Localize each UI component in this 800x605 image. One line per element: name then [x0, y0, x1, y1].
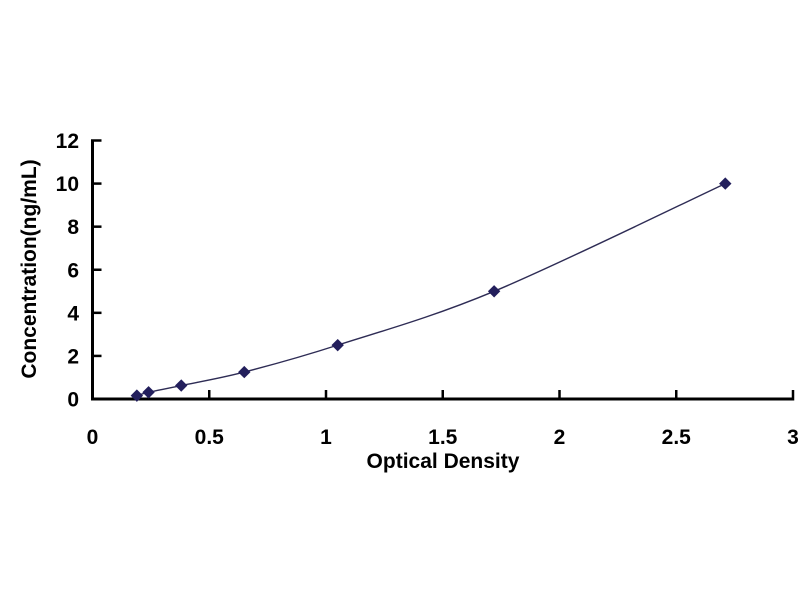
x-tick-label: 1.5 — [428, 426, 458, 449]
data-point-marker — [331, 338, 344, 352]
x-tick-label: 0 — [87, 426, 99, 449]
data-point-marker — [130, 389, 144, 402]
data-point-marker — [719, 177, 732, 190]
x-tick-label: 1 — [320, 426, 332, 449]
data-point-marker — [238, 365, 251, 379]
y-tick-label: 8 — [67, 216, 79, 239]
x-tick-label: 3 — [787, 426, 799, 449]
y-tick-label: 12 — [56, 130, 79, 153]
data-point-marker — [142, 386, 155, 399]
x-tick-label: 2 — [554, 426, 566, 449]
y-tick-label: 10 — [56, 173, 79, 196]
series-line — [136, 182, 726, 397]
data-point-marker — [175, 379, 188, 392]
y-tick-label: 4 — [67, 302, 79, 325]
x-tick-label: 0.5 — [195, 426, 225, 449]
x-tick-label: 2.5 — [662, 426, 692, 449]
y-tick-label: 6 — [67, 259, 79, 282]
y-tick-label: 0 — [67, 389, 79, 412]
x-axis-label: Optical Density — [367, 450, 520, 473]
y-tick-label: 2 — [67, 345, 79, 368]
y-axis-label: Concentration(ng/mL) — [18, 159, 41, 378]
data-point-marker — [487, 285, 501, 298]
